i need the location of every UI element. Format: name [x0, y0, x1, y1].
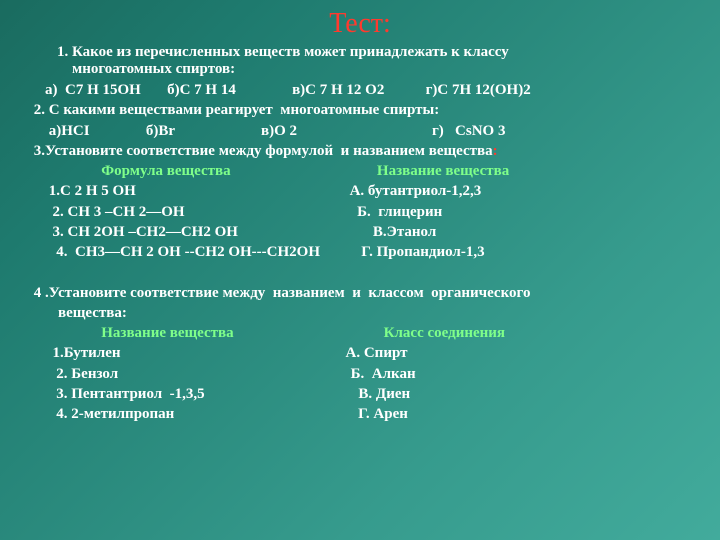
q3-colon: : [493, 143, 498, 159]
q3-prompt-text: 3.Установите соответствие между формулой… [30, 143, 493, 159]
q3-row2: 2. СН 3 –СН 2—ОН Б. глицерин [30, 202, 690, 222]
q4-prompt-l2: вещества: [30, 303, 690, 323]
q2-options: а)НCI б)Br в)О 2 г) CsNO 3 [30, 121, 690, 141]
slide-title: Тест: [30, 8, 690, 40]
q4-row2: 2. Бензол Б. Алкан [30, 364, 690, 384]
q3-row4: 4. СН3—СН 2 ОН --СН2 ОН---СН2ОН Г. Пропа… [30, 242, 690, 262]
q4-row4: 4. 2-метилпропан Г. Арен [30, 404, 690, 424]
q3-row1: 1.С 2 Н 5 ОН А. бутантриол-1,2,3 [30, 181, 690, 201]
q1-prompt-l2: многоатомных спиртов: [72, 61, 235, 77]
q4-row3: 3. Пентантриол -1,3,5 В. Диен [30, 384, 690, 404]
q1-options: а) С7 Н 15ОН б)С 7 Н 14 в)С 7 Н 12 О2 г)… [30, 80, 690, 100]
q4-row1: 1.Бутилен А. Спирт [30, 343, 690, 363]
q3-row3: 3. СН 2ОН –СН2—СН2 ОН В.Этанол [30, 222, 690, 242]
q4-blank [30, 262, 690, 282]
q2-prompt: 2. С какими веществами реагирует многоат… [30, 100, 690, 120]
q1-item: Какое из перечисленных веществ может при… [72, 44, 690, 78]
q3-prompt: 3.Установите соответствие между формулой… [30, 141, 690, 161]
q3-header: Формула вещества Название вещества [30, 161, 690, 181]
q4-header: Название вещества Класс соединения [30, 323, 690, 343]
q1-list: Какое из перечисленных веществ может при… [30, 44, 690, 78]
q1-prompt-l1: Какое из перечисленных веществ может при… [72, 44, 509, 60]
slide: Тест: Какое из перечисленных веществ мож… [0, 0, 720, 540]
q4-prompt-l1: 4 .Установите соответствие между названи… [30, 283, 690, 303]
